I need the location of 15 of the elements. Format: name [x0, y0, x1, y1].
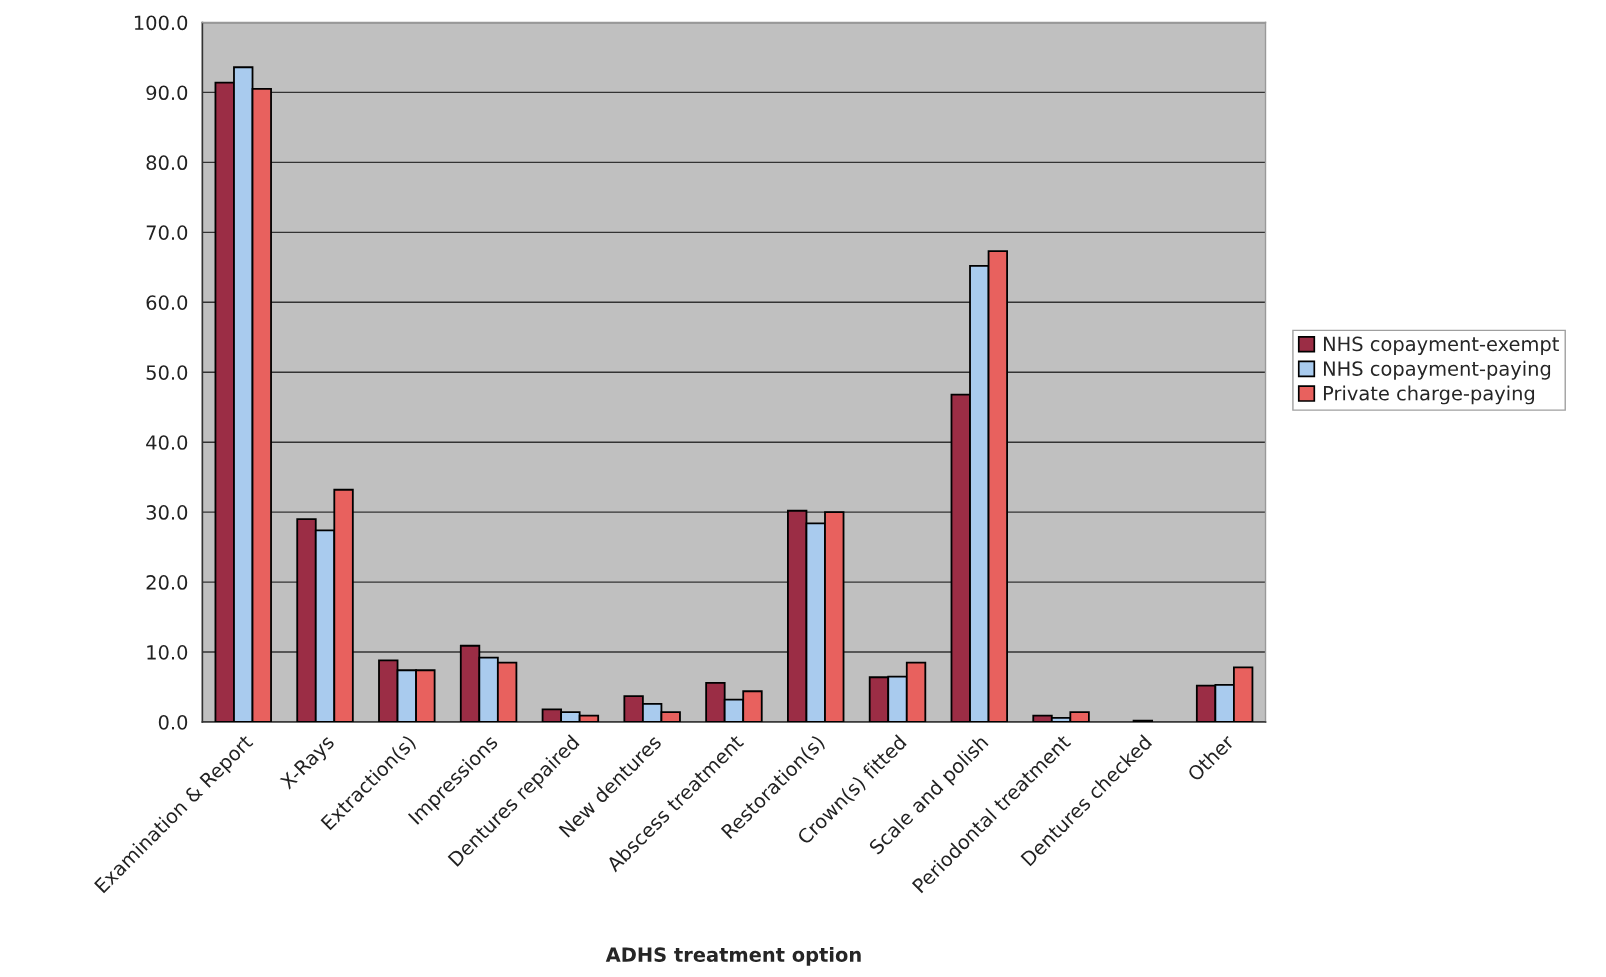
y-tick-label: 0.0 — [158, 714, 188, 730]
y-tick-label: 70.0 — [146, 225, 188, 240]
y-tick-label: 20.0 — [146, 575, 188, 590]
y-tick-label: 90.0 — [146, 85, 188, 101]
legend-label: NHS copayment-paying — [1323, 360, 1551, 380]
y-tick-label: 80.0 — [146, 155, 188, 171]
legend-label: NHS copayment-exempt — [1323, 336, 1559, 356]
y-tick-label: 40.0 — [146, 435, 188, 450]
y-tick-label: 60.0 — [146, 295, 188, 310]
y-tick-label: 30.0 — [146, 505, 188, 520]
y-tick-label: 50.0 — [146, 365, 188, 380]
y-tick-label: 100.0 — [134, 15, 188, 31]
x-axis-title: ADHS treatment option — [605, 946, 861, 966]
y-tick-label: 10.0 — [147, 645, 188, 660]
legend-label: Private charge-paying — [1323, 385, 1535, 405]
